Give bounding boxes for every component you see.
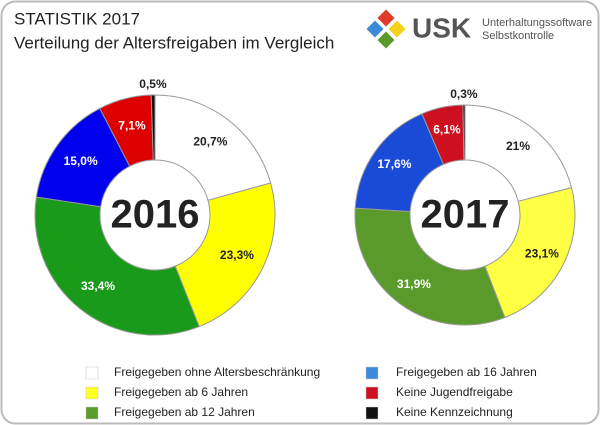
legend-swatch [365, 386, 379, 400]
slice [464, 104, 573, 202]
legend-swatch [85, 406, 99, 420]
value-label: 31,9% [397, 277, 431, 291]
slice [462, 104, 466, 161]
slice [34, 196, 200, 336]
slice [354, 207, 506, 326]
legend-label: Freigegeben ab 12 Jahren [114, 405, 255, 419]
value-label: 0,5% [139, 77, 167, 91]
chart-title: STATISTIK 2017 [14, 9, 140, 28]
value-label: 23,3% [220, 248, 254, 262]
logo-text: Unterhaltungssoftware [482, 17, 592, 29]
value-label: 21% [506, 139, 530, 153]
value-label: 0,3% [450, 87, 478, 101]
legend-label: Freigegeben ab 6 Jahren [114, 385, 248, 399]
center-label: 2017 [421, 193, 510, 237]
legend-swatch [85, 386, 99, 400]
legend-label: Keine Kennzeichnung [396, 405, 513, 419]
center-label: 2016 [111, 193, 200, 237]
slice [484, 187, 576, 319]
logo-text: Selbstkontrolle [482, 30, 554, 42]
logo: USK [412, 12, 471, 43]
slice [174, 182, 276, 328]
legend-swatch [365, 406, 379, 420]
value-label: 15,0% [64, 154, 98, 168]
value-label: 6,1% [433, 123, 461, 137]
legend-swatch [365, 366, 379, 380]
value-label: 33,4% [81, 279, 115, 293]
slice [154, 94, 272, 201]
chart-subtitle: Verteilung der Altersfreigaben im Vergle… [14, 33, 334, 52]
legend-swatch [85, 366, 99, 380]
legend-label: Freigegeben ab 16 Jahren [396, 365, 537, 379]
value-label: 17,6% [377, 157, 411, 171]
value-label: 23,1% [525, 247, 559, 261]
value-label: 7,1% [118, 119, 146, 133]
legend-label: Keine Jugendfreigabe [396, 385, 513, 399]
value-label: 20,7% [193, 134, 227, 148]
slice [150, 94, 156, 161]
legend-label: Freigegeben ohne Altersbeschränkung [114, 365, 320, 379]
